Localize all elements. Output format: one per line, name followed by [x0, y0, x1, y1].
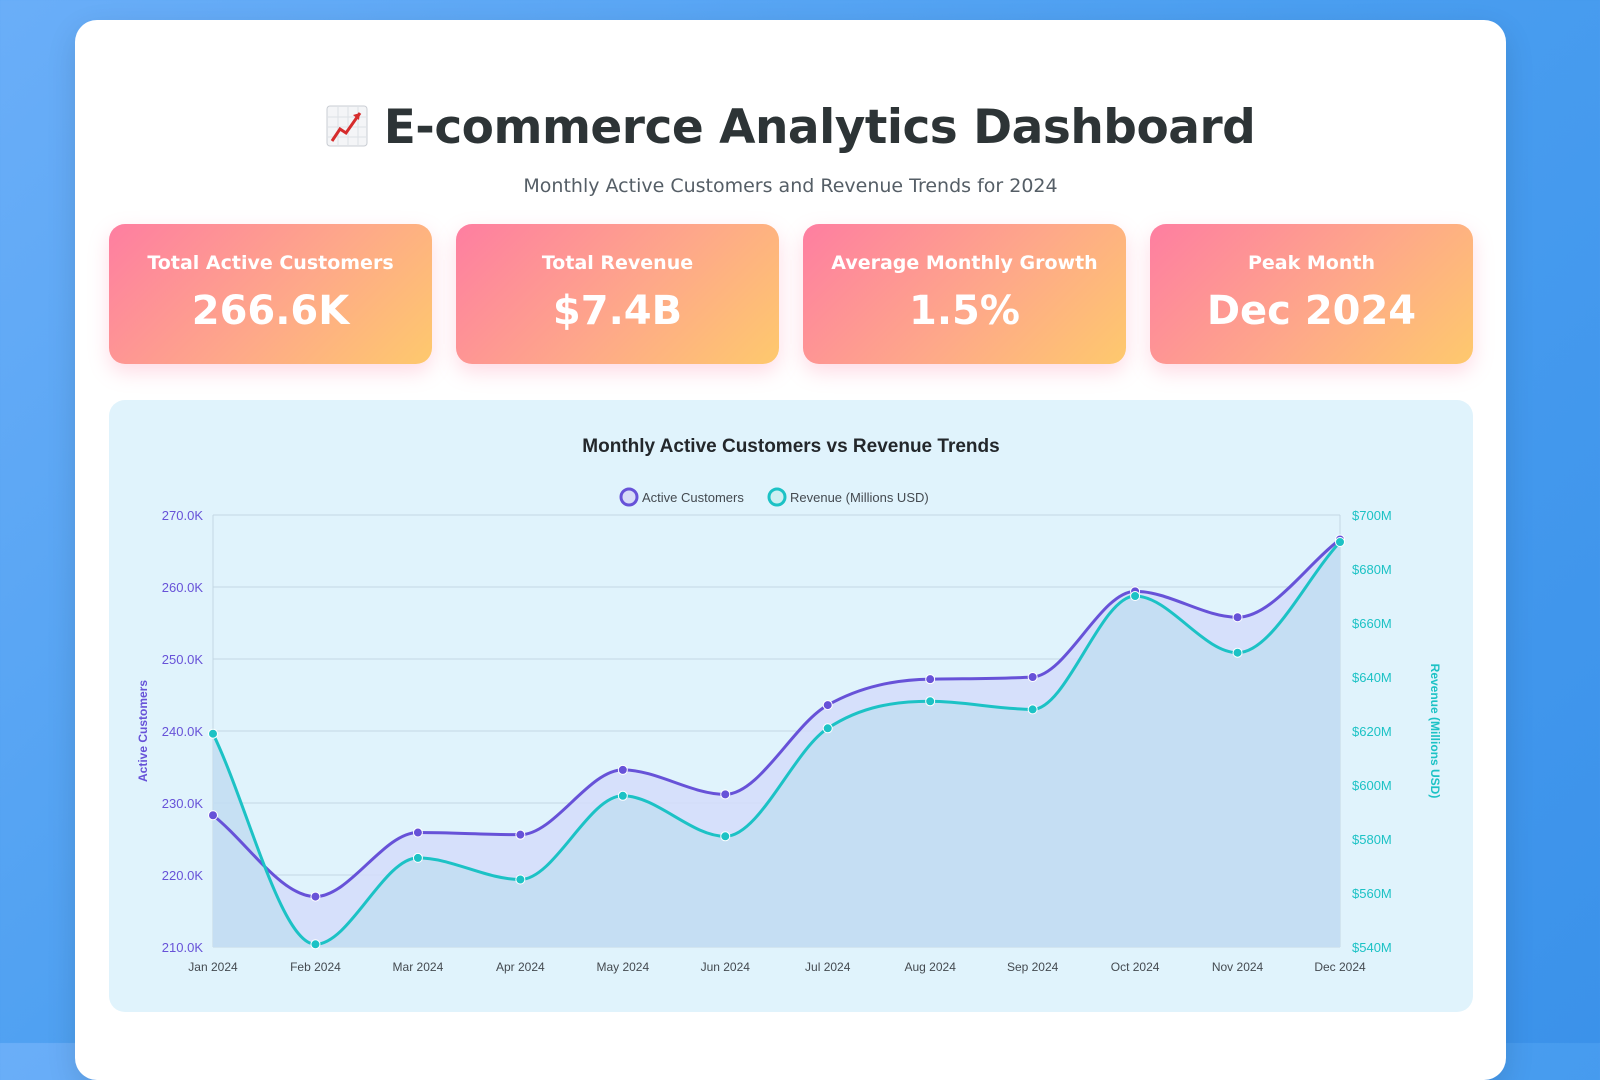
data-point-revenue: [1232, 647, 1243, 658]
data-point-revenue: [310, 939, 321, 950]
y-left-tick-label: 220.0K: [162, 868, 204, 883]
x-tick-label: Aug 2024: [904, 960, 956, 974]
data-point-revenue: [1130, 591, 1141, 601]
data-point-customers: [1027, 672, 1038, 682]
data-point-revenue: [720, 831, 731, 842]
stat-value: $7.4B: [552, 288, 683, 334]
data-point-revenue: [1335, 537, 1345, 547]
data-point-customers: [822, 700, 833, 711]
y-right-tick-label: $640M: [1352, 670, 1392, 685]
legend-label-customers: Active Customers: [642, 490, 744, 505]
data-point-revenue: [515, 874, 526, 885]
y-right-tick-label: $560M: [1352, 886, 1392, 901]
x-tick-label: Oct 2024: [1111, 960, 1160, 974]
area-fill-revenue: [213, 542, 1340, 947]
stat-card-total-revenue: Total Revenue $7.4B: [456, 224, 779, 364]
chart-title: Monthly Active Customers vs Revenue Tren…: [582, 436, 999, 457]
stat-value: 266.6K: [191, 288, 350, 334]
x-tick-label: May 2024: [596, 960, 649, 974]
stat-label: Total Active Customers: [147, 252, 394, 274]
y-left-tick-label: 210.0K: [162, 940, 204, 955]
data-point-customers: [1232, 612, 1243, 623]
stat-card-peak-month: Peak Month Dec 2024: [1150, 224, 1473, 364]
y-left-tick-label: 230.0K: [162, 796, 204, 811]
y-right-axis-title: Revenue (Millions USD): [1428, 664, 1442, 799]
page-title: E-commerce Analytics Dashboard: [75, 100, 1506, 155]
x-tick-label: Feb 2024: [290, 960, 341, 974]
y-right-tick-label: $700M: [1352, 508, 1392, 523]
series-line-customers: [212, 538, 1341, 899]
data-point-customers: [310, 891, 321, 902]
y-left-axis-title: Active Customers: [136, 680, 150, 782]
page-subtitle: Monthly Active Customers and Revenue Tre…: [523, 175, 1058, 197]
legend-swatch-revenue: [767, 487, 787, 507]
x-tick-label: Dec 2024: [1314, 960, 1366, 974]
data-point-revenue: [925, 696, 936, 707]
data-point-customers: [412, 827, 423, 838]
stats-row: Total Active Customers 266.6K Total Reve…: [109, 224, 1473, 364]
y-right-tick-label: $680M: [1352, 562, 1392, 577]
stat-value: 1.5%: [909, 288, 1020, 334]
y-right-tick-label: $660M: [1352, 616, 1392, 631]
data-point-revenue: [1027, 704, 1038, 715]
stat-label: Peak Month: [1248, 252, 1375, 274]
page-title-text: E-commerce Analytics Dashboard: [383, 100, 1256, 155]
x-tick-label: Jan 2024: [188, 960, 238, 974]
y-left-tick-label: 270.0K: [162, 508, 204, 523]
y-left-tick-label: 260.0K: [162, 580, 204, 595]
data-point-customers: [617, 764, 628, 775]
y-left-tick-label: 240.0K: [162, 724, 204, 739]
trend-chart: Monthly Active Customers vs Revenue Tren…: [136, 436, 1442, 974]
data-point-revenue: [822, 723, 833, 734]
x-tick-label: Jun 2024: [701, 960, 751, 974]
y-right-tick-label: $580M: [1352, 832, 1392, 847]
dashboard-card: E-commerce Analytics Dashboard Monthly A…: [75, 20, 1506, 1080]
chart-panel: Monthly Active Customers vs Revenue Tren…: [109, 400, 1473, 1012]
data-point-revenue: [412, 852, 423, 863]
y-right-tick-label: $540M: [1352, 940, 1392, 955]
data-point-revenue: [617, 790, 628, 801]
data-point-customers: [208, 810, 218, 821]
x-tick-label: Apr 2024: [496, 960, 545, 974]
data-point-customers: [720, 789, 731, 800]
y-right-tick-label: $600M: [1352, 778, 1392, 793]
stat-value: Dec 2024: [1206, 288, 1417, 334]
x-tick-label: Mar 2024: [393, 960, 444, 974]
x-tick-label: Sep 2024: [1007, 960, 1059, 974]
data-point-customers: [515, 829, 526, 840]
stat-card-average-growth: Average Monthly Growth 1.5%: [803, 224, 1126, 364]
x-tick-label: Nov 2024: [1212, 960, 1264, 974]
y-right-tick-label: $620M: [1352, 724, 1392, 739]
stat-card-total-customers: Total Active Customers 266.6K: [109, 224, 432, 364]
stat-label: Average Monthly Growth: [831, 252, 1098, 274]
stat-label: Total Revenue: [541, 252, 694, 274]
series-line-revenue: [211, 540, 1342, 946]
legend-swatch-customers: [619, 487, 639, 507]
legend-label-revenue: Revenue (Millions USD): [790, 490, 929, 505]
data-point-customers: [925, 674, 936, 685]
chart-increasing-icon: [326, 105, 368, 147]
y-left-tick-label: 250.0K: [162, 652, 204, 667]
data-point-revenue: [208, 728, 218, 739]
x-tick-label: Jul 2024: [805, 960, 851, 974]
